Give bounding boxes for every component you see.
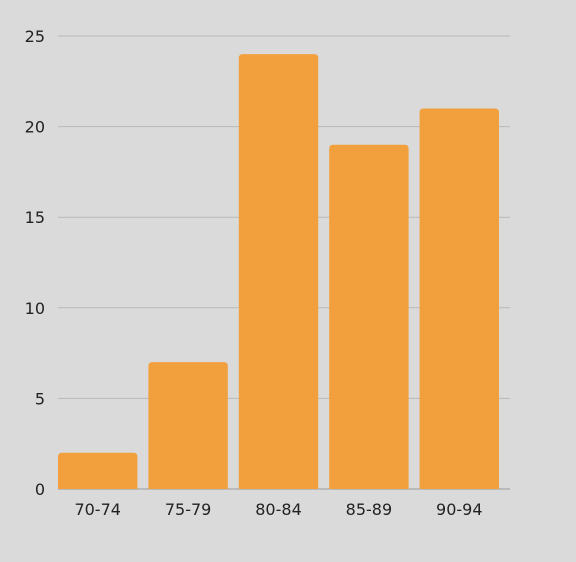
y-axis: 0 5 10 15 20 25 <box>25 27 45 499</box>
bar-70-74 <box>58 452 138 489</box>
bar-75-79 <box>148 362 228 489</box>
y-tick-label: 20 <box>25 118 45 137</box>
y-tick-label: 0 <box>35 480 45 499</box>
bar-85-89 <box>329 144 409 489</box>
x-tick-label: 85-89 <box>346 500 393 519</box>
x-tick-label: 75-79 <box>165 500 212 519</box>
x-tick-label: 80-84 <box>255 500 302 519</box>
x-tick-label: 90-94 <box>436 500 483 519</box>
x-tick-label: 70-74 <box>74 500 121 519</box>
x-axis: 70-74 75-79 80-84 85-89 90-94 <box>74 500 482 519</box>
y-tick-label: 10 <box>25 299 45 318</box>
y-tick-label: 25 <box>25 27 45 46</box>
bar-90-94 <box>419 108 499 489</box>
y-tick-label: 5 <box>35 389 45 408</box>
bar-80-84 <box>238 54 319 490</box>
y-tick-label: 15 <box>25 208 45 227</box>
bars <box>58 54 499 490</box>
